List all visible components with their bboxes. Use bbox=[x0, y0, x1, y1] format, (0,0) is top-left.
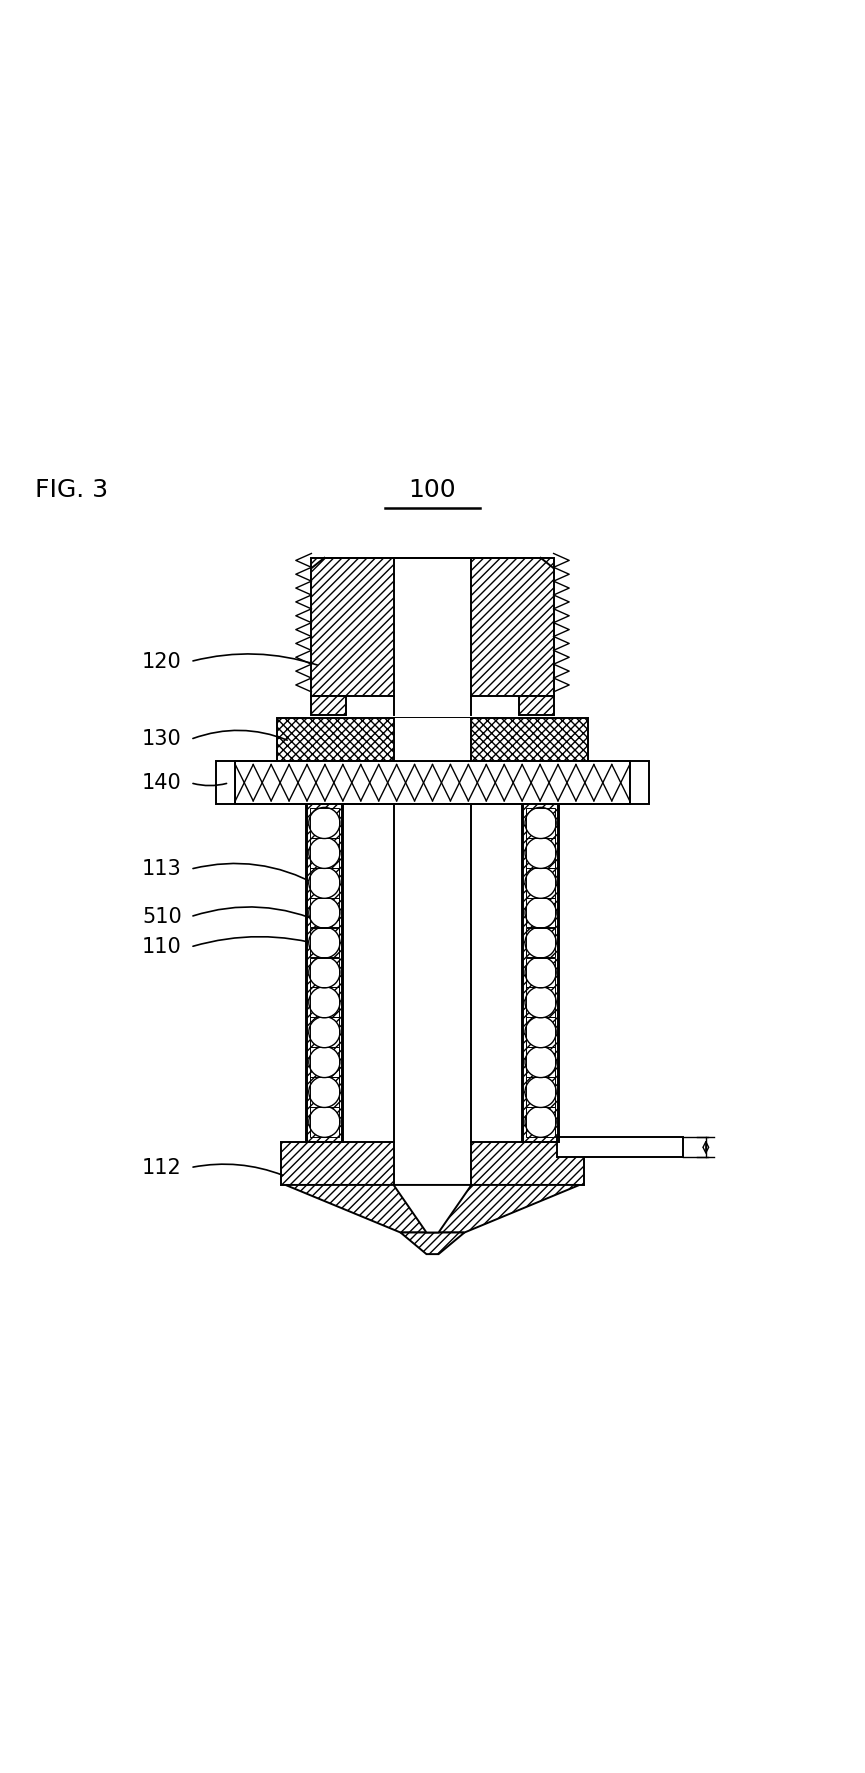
Text: 510: 510 bbox=[142, 906, 182, 927]
Bar bbox=[310, 1018, 339, 1046]
Polygon shape bbox=[400, 1232, 465, 1254]
Bar bbox=[394, 805, 471, 1142]
Bar bbox=[630, 761, 649, 805]
Bar bbox=[310, 808, 339, 839]
Bar bbox=[310, 1048, 339, 1076]
Circle shape bbox=[309, 1076, 340, 1108]
Circle shape bbox=[525, 1076, 556, 1108]
Bar bbox=[235, 761, 630, 805]
Bar bbox=[526, 1078, 555, 1106]
Bar bbox=[394, 718, 471, 761]
Bar bbox=[310, 988, 339, 1018]
Bar bbox=[526, 869, 555, 897]
Circle shape bbox=[309, 988, 340, 1018]
Polygon shape bbox=[285, 1184, 580, 1232]
Text: 113: 113 bbox=[142, 860, 182, 879]
Bar bbox=[394, 697, 471, 715]
Bar bbox=[310, 927, 339, 957]
Bar bbox=[526, 1106, 555, 1136]
Circle shape bbox=[309, 1046, 340, 1078]
Circle shape bbox=[525, 1106, 556, 1136]
Bar bbox=[526, 988, 555, 1018]
Bar bbox=[394, 1142, 471, 1184]
Bar bbox=[306, 805, 343, 1142]
Bar bbox=[310, 1078, 339, 1106]
Circle shape bbox=[525, 957, 556, 988]
Bar bbox=[311, 558, 554, 697]
Circle shape bbox=[309, 837, 340, 869]
Bar bbox=[526, 808, 555, 839]
Circle shape bbox=[525, 837, 556, 869]
Circle shape bbox=[309, 897, 340, 929]
Circle shape bbox=[525, 1016, 556, 1048]
Bar bbox=[216, 761, 235, 805]
Text: 130: 130 bbox=[142, 729, 182, 750]
Bar bbox=[310, 869, 339, 897]
Polygon shape bbox=[394, 1184, 471, 1232]
Bar bbox=[281, 1142, 584, 1184]
Text: 112: 112 bbox=[142, 1158, 182, 1177]
Circle shape bbox=[525, 1046, 556, 1078]
Circle shape bbox=[525, 927, 556, 957]
Text: 120: 120 bbox=[142, 652, 182, 672]
Circle shape bbox=[525, 807, 556, 839]
Bar bbox=[277, 718, 588, 761]
Bar bbox=[522, 805, 559, 1142]
Bar bbox=[526, 839, 555, 867]
Bar bbox=[310, 839, 339, 867]
Bar bbox=[526, 1048, 555, 1076]
Bar bbox=[311, 697, 346, 715]
Text: FIG. 3: FIG. 3 bbox=[35, 479, 108, 502]
Circle shape bbox=[309, 927, 340, 957]
Text: 100: 100 bbox=[408, 477, 457, 502]
Bar bbox=[310, 957, 339, 988]
Bar bbox=[526, 957, 555, 988]
Text: 110: 110 bbox=[142, 938, 182, 957]
Circle shape bbox=[309, 1106, 340, 1136]
Text: 140: 140 bbox=[142, 773, 182, 793]
Circle shape bbox=[309, 867, 340, 899]
Bar bbox=[523, 805, 558, 1142]
Bar bbox=[519, 697, 554, 715]
Circle shape bbox=[309, 807, 340, 839]
Circle shape bbox=[525, 867, 556, 899]
Bar bbox=[526, 927, 555, 957]
Bar bbox=[310, 1106, 339, 1136]
Bar bbox=[526, 1018, 555, 1046]
Circle shape bbox=[309, 1016, 340, 1048]
Bar bbox=[526, 897, 555, 927]
Circle shape bbox=[525, 988, 556, 1018]
Circle shape bbox=[525, 897, 556, 929]
Bar bbox=[310, 897, 339, 927]
Bar bbox=[557, 1136, 683, 1158]
Circle shape bbox=[309, 957, 340, 988]
Bar bbox=[394, 558, 471, 697]
Bar bbox=[307, 805, 342, 1142]
